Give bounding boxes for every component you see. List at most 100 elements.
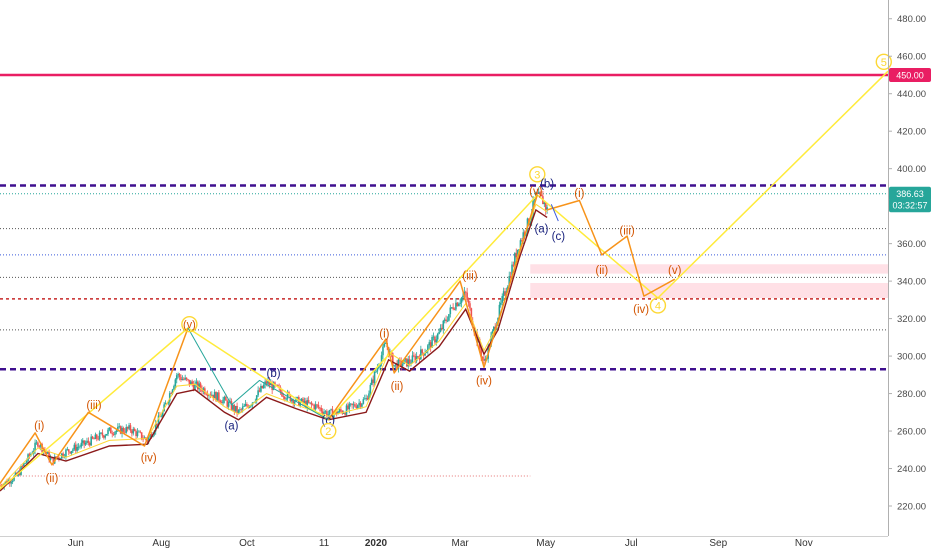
candle-body	[232, 405, 234, 410]
candle-body	[413, 355, 415, 357]
candle-body	[0, 485, 1, 487]
candle-body	[466, 292, 468, 301]
wave-label: (v)	[668, 265, 682, 277]
candle-body	[24, 462, 27, 464]
candle-body	[435, 339, 438, 343]
candle-body	[431, 337, 433, 348]
candle-body	[79, 446, 81, 448]
wave-labels: (i) (ii) (iii) (iv) (v) (a) (b) (c) 2 (i) (ii) (iii…	[34, 53, 892, 485]
candle-body	[35, 442, 38, 444]
candle-body	[77, 446, 80, 448]
y-tick-label: 280.00	[897, 389, 926, 400]
candle-body	[119, 426, 122, 434]
candle-body	[292, 399, 294, 404]
candle-body	[199, 383, 202, 389]
candle-body	[124, 431, 126, 433]
candle-body	[488, 345, 491, 347]
candle-body	[536, 192, 539, 195]
x-tick-label: Sep	[709, 538, 727, 549]
candle-body	[149, 433, 151, 438]
candle-body	[404, 358, 407, 360]
candle-body	[512, 264, 515, 266]
candle-body	[167, 401, 170, 404]
candle-body	[351, 403, 353, 406]
candle-body	[80, 442, 83, 447]
candle-body	[448, 314, 450, 321]
candle-body	[185, 377, 188, 380]
candle-body	[450, 307, 453, 309]
y-tick-label: 400.00	[897, 164, 926, 175]
candle-body	[10, 482, 13, 484]
candle-body	[539, 192, 541, 195]
candle-body	[449, 307, 452, 315]
candle-body	[469, 303, 471, 309]
price-badge	[889, 67, 931, 82]
candle-body	[81, 440, 84, 443]
candle-body	[443, 319, 446, 321]
candle-body	[356, 405, 359, 409]
candle-body	[118, 426, 121, 428]
candle-body	[420, 349, 422, 360]
candle-body	[34, 442, 36, 451]
candle-body	[382, 346, 384, 356]
candle-body	[250, 405, 252, 407]
candle-body	[87, 440, 90, 443]
candle-body	[290, 399, 293, 402]
wave-circle	[529, 166, 546, 183]
price-badge-label: 03:32:57	[892, 201, 927, 211]
wave-label: (v)	[529, 186, 543, 198]
candle-body	[218, 392, 220, 401]
wave-label: (iv)	[141, 452, 157, 464]
candle-body	[330, 409, 332, 411]
y-tick-label: 260.00	[897, 427, 926, 438]
candle-body	[101, 432, 104, 436]
candle-body	[464, 291, 467, 293]
candle-body	[368, 393, 370, 400]
x-axis[interactable]: Jun Aug Oct 11 2020 Mar May Jul Sep Nov	[68, 538, 813, 549]
x-tick-label: Aug	[152, 538, 170, 549]
candle-body	[157, 415, 160, 426]
candle-body	[300, 398, 303, 402]
candle-body	[55, 456, 57, 459]
candle-body	[139, 431, 142, 433]
wave-path	[0, 70, 889, 490]
candle-body	[74, 444, 77, 451]
price-zone	[530, 282, 888, 298]
candle-body	[407, 359, 410, 367]
candle-body	[285, 398, 287, 400]
candle-body	[442, 320, 445, 330]
y-tick-label: 420.00	[897, 127, 926, 138]
y-tick-label: 240.00	[897, 464, 926, 475]
candle-body	[267, 380, 269, 384]
wave-label: (iii)	[619, 226, 634, 238]
candle-body	[516, 249, 519, 258]
wave-label: (ii)	[391, 381, 404, 393]
candle-body	[391, 353, 394, 367]
candle-body	[358, 402, 360, 406]
wave-label: (a)	[224, 420, 238, 432]
candle-body	[115, 430, 118, 432]
candle-body	[13, 476, 15, 481]
candle-body	[133, 428, 136, 432]
x-tick-label: Jul	[625, 538, 638, 549]
candle-body	[446, 320, 449, 322]
candle-body	[361, 403, 363, 407]
candle-body	[11, 480, 14, 483]
candle-body	[240, 409, 243, 411]
candle-body	[201, 388, 203, 392]
candle-body	[37, 442, 39, 447]
candle-body	[28, 454, 31, 456]
candle-body	[501, 296, 504, 303]
candle-body	[314, 404, 317, 410]
candle-body	[52, 458, 55, 464]
candle-body	[321, 411, 324, 415]
candle-body	[525, 232, 527, 236]
candle-body	[540, 194, 543, 197]
wave-label: (i)	[34, 420, 44, 432]
candle-body	[537, 192, 540, 195]
candle-body	[225, 396, 227, 401]
candle-body	[355, 406, 358, 409]
candle-body	[223, 396, 226, 400]
